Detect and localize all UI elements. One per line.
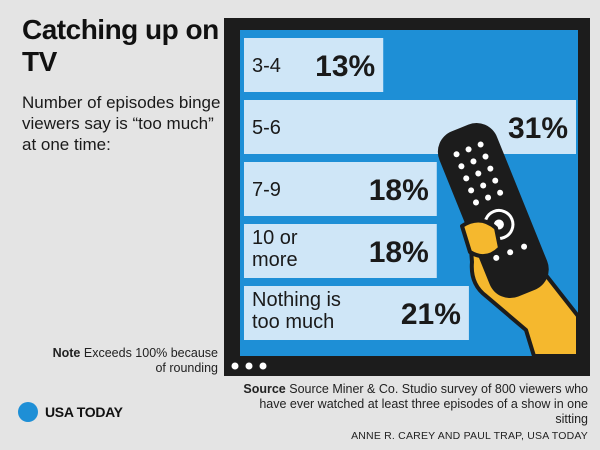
- remote-hand-icon: [437, 123, 580, 358]
- bar: [244, 162, 437, 216]
- bar-category-label: 3-4: [252, 55, 281, 77]
- bar: [244, 38, 384, 92]
- note-label: Note: [52, 346, 81, 360]
- bar-category-label: 7-9: [252, 179, 281, 201]
- source-note: Source Source Miner & Co. Studio survey …: [226, 382, 588, 427]
- credit-line: ANNE R. CAREY AND PAUL TRAP, USA TODAY: [351, 430, 588, 442]
- bar: [244, 224, 437, 278]
- bar-value-label: 21%: [401, 298, 461, 331]
- tv-dot-icon: [231, 362, 239, 370]
- logo-text: USA TODAY: [45, 404, 123, 420]
- chart-subtitle: Number of episodes binge viewers say is …: [22, 93, 221, 154]
- chart-title: Catching up on TV: [22, 14, 219, 77]
- note-text: Exceeds 100% because of rounding: [83, 346, 218, 375]
- bar-value-label: 31%: [508, 112, 568, 145]
- bar-value-label: 18%: [369, 236, 429, 269]
- bar: [244, 286, 469, 340]
- source-text: Source Miner & Co. Studio survey of 800 …: [259, 382, 588, 426]
- bar: [244, 100, 576, 154]
- usa-today-logo: USA TODAY: [18, 402, 123, 422]
- bar-category-label: Nothing is too much: [252, 289, 341, 333]
- logo-dot-icon: [18, 402, 38, 422]
- bar-value-label: 18%: [369, 174, 429, 207]
- bars-layer: 3-4 13% 5-6 31% 7-9 18% 10 or more 18% Nothing is…: [244, 38, 576, 340]
- bar-value-label: 13%: [315, 50, 375, 83]
- tv-dot-icon: [245, 362, 253, 370]
- tv-dot-icon: [259, 362, 267, 370]
- note: Note Exceeds 100% because of rounding: [40, 346, 218, 376]
- bar-category-label: 5-6: [252, 117, 281, 139]
- source-label: Source: [243, 382, 286, 396]
- bar-category-label: 10 or more: [252, 227, 298, 271]
